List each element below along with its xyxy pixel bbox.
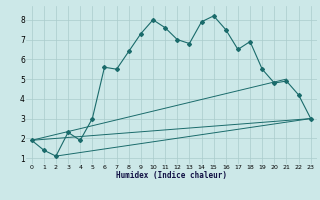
X-axis label: Humidex (Indice chaleur): Humidex (Indice chaleur) <box>116 171 227 180</box>
